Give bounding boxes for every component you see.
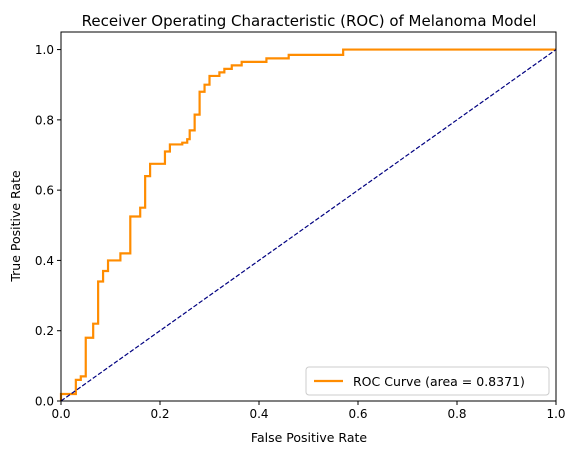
legend-label: ROC Curve (area = 0.8371) (353, 374, 525, 389)
plot-frame (60, 31, 557, 402)
y-tick-label: 1.0 (35, 43, 54, 57)
x-tick-label: 0.6 (348, 407, 367, 421)
x-tick-label: 1.0 (546, 407, 565, 421)
x-tick-label: 0.4 (249, 407, 268, 421)
x-tick-label: 0.2 (150, 407, 169, 421)
y-axis-label: True Positive Rate (8, 170, 23, 283)
series-layer (59, 48, 557, 402)
x-axis-label: False Positive Rate (251, 430, 367, 445)
y-tick-label: 0.4 (35, 254, 54, 268)
x-tick-label: 0.8 (447, 407, 466, 421)
ticks-layer: 0.0 0.2 0.4 0.6 0.8 1.0 0.0 0.2 0.4 0.6 0.8 1.0 (35, 43, 566, 421)
legend: ROC Curve (area = 0.8371) (305, 366, 550, 396)
y-tick-label: 0.2 (35, 324, 54, 338)
legend-box (305, 366, 550, 396)
chance-diagonal-line (60, 49, 557, 402)
y-tick-label: 0.6 (35, 184, 54, 198)
x-tick-label: 0.0 (51, 407, 70, 421)
roc-curve-line (59, 48, 556, 401)
chart-title: Receiver Operating Characteristic (ROC) … (82, 12, 537, 30)
y-tick-label: 0.8 (35, 113, 54, 127)
y-tick-label: 0.0 (35, 395, 54, 409)
